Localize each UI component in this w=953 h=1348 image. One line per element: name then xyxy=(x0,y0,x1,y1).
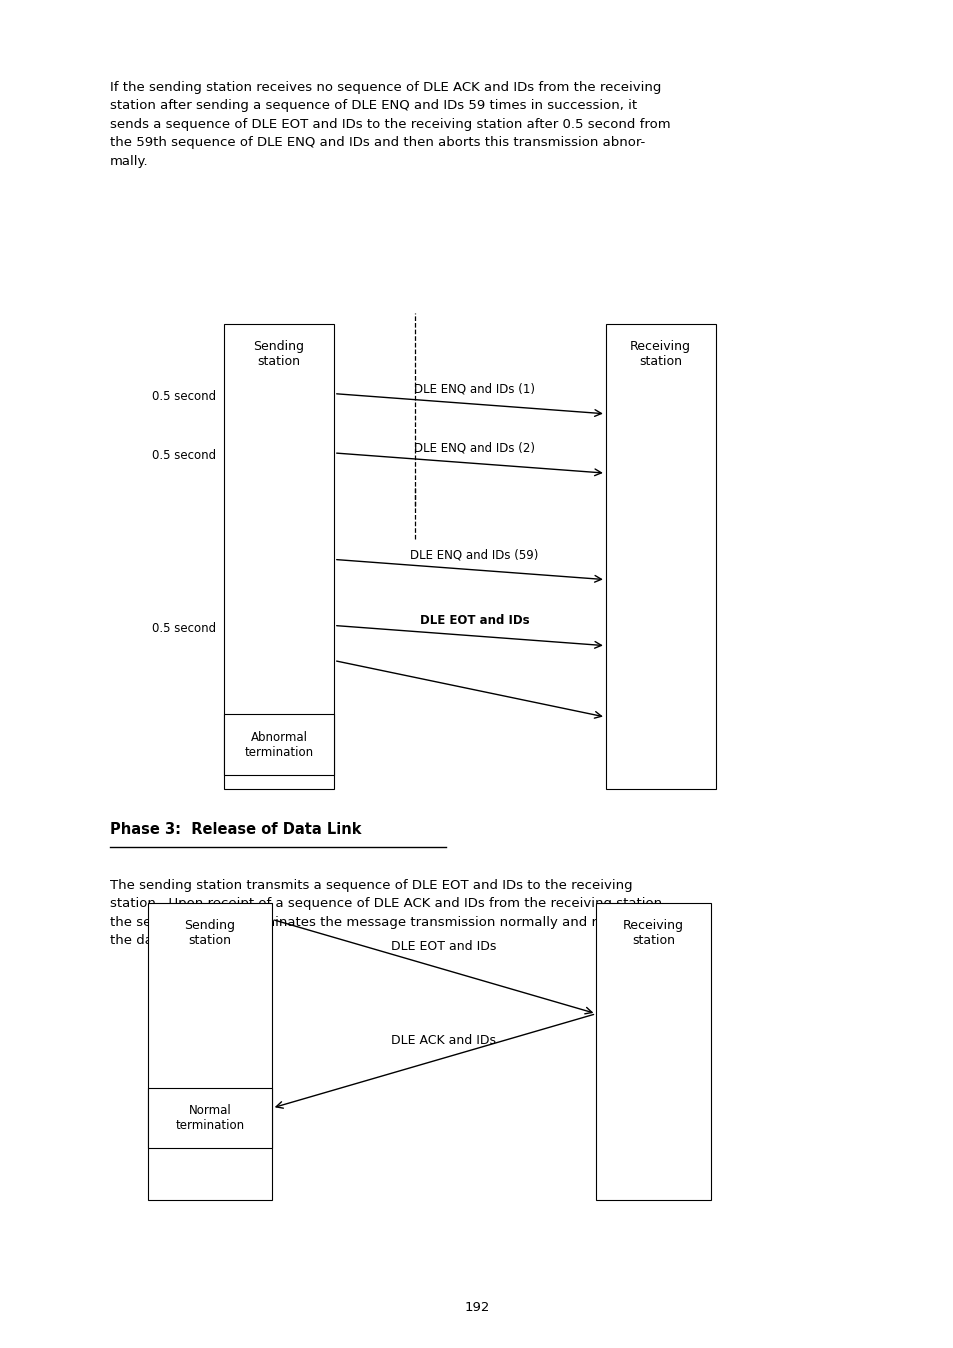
Text: 192: 192 xyxy=(464,1301,489,1314)
Text: Receiving
station: Receiving station xyxy=(630,340,690,368)
Text: If the sending station receives no sequence of DLE ACK and IDs from the receivin: If the sending station receives no seque… xyxy=(110,81,670,168)
Text: DLE ACK and IDs: DLE ACK and IDs xyxy=(391,1034,496,1047)
Bar xyxy=(224,714,334,775)
Bar xyxy=(224,324,334,789)
Text: Sending
station: Sending station xyxy=(253,340,304,368)
Text: DLE EOT and IDs: DLE EOT and IDs xyxy=(391,940,496,953)
Text: DLE ENQ and IDs (59): DLE ENQ and IDs (59) xyxy=(410,549,538,562)
Text: The sending station transmits a sequence of DLE EOT and IDs to the receiving
sta: The sending station transmits a sequence… xyxy=(110,879,665,948)
Text: 0.5 second: 0.5 second xyxy=(152,449,216,462)
Bar xyxy=(148,903,272,1200)
Text: DLE ENQ and IDs (2): DLE ENQ and IDs (2) xyxy=(414,442,535,454)
Text: Sending
station: Sending station xyxy=(184,919,235,948)
Text: Normal
termination: Normal termination xyxy=(175,1104,244,1132)
Text: Phase 3:  Release of Data Link: Phase 3: Release of Data Link xyxy=(110,822,361,837)
Bar xyxy=(605,324,715,789)
Text: DLE EOT and IDs: DLE EOT and IDs xyxy=(419,615,529,628)
Bar xyxy=(148,1088,272,1148)
Text: DLE ENQ and IDs (1): DLE ENQ and IDs (1) xyxy=(414,383,535,396)
Text: 0.5 second: 0.5 second xyxy=(152,390,216,403)
Text: 0.5 second: 0.5 second xyxy=(152,621,216,635)
Text: Abnormal
termination: Abnormal termination xyxy=(244,731,314,759)
Text: Receiving
station: Receiving station xyxy=(622,919,683,948)
Bar xyxy=(596,903,710,1200)
